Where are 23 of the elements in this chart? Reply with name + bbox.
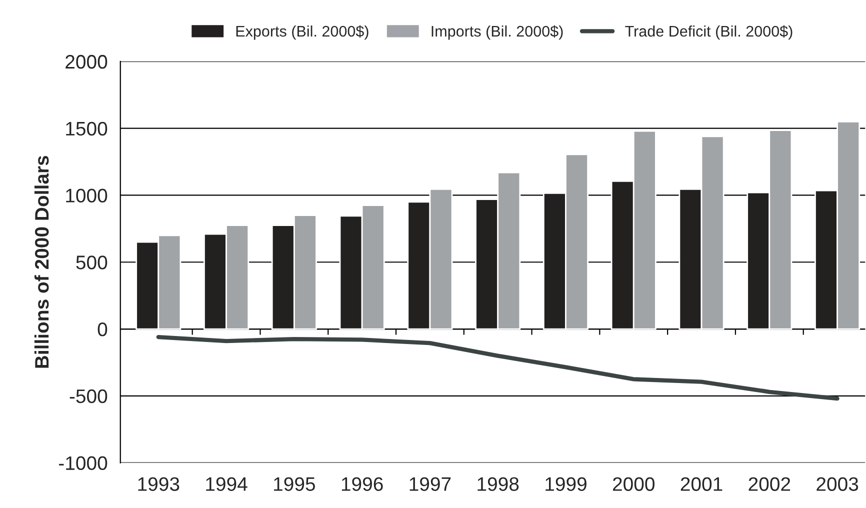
x-tick-label: 2000 [612, 477, 654, 491]
y-axis-title: Billions of 2000 Dollars [34, 156, 49, 368]
x-tick-label: 2003 [816, 477, 858, 491]
line-series [156, 334, 840, 401]
y-tick-label: 2000 [66, 54, 108, 69]
x-tick-label: 2002 [748, 477, 790, 491]
y-tick-label: 1000 [66, 188, 108, 202]
y-tick-label: -1000 [59, 456, 108, 470]
x-tick-label: 1993 [138, 477, 180, 491]
y-tick-label: -500 [70, 389, 108, 404]
legend-label: Exports (Bil. 2000$) [236, 25, 368, 40]
x-tick-label: 1994 [206, 477, 248, 491]
legend-label: Trade Deficit (Bil. 2000$) [625, 25, 792, 40]
x-tick-label: 1999 [546, 477, 586, 491]
x-tick-label: 1995 [274, 477, 315, 491]
x-tick-label: 2001 [680, 477, 722, 491]
y-tick-label: 500 [76, 256, 108, 270]
y-tick-label: 0 [98, 322, 108, 336]
x-tick-label: 1998 [478, 477, 519, 491]
legend-label: Imports (Bil. 2000$) [432, 25, 563, 40]
y-tick-label: 1500 [66, 122, 108, 136]
x-tick-label: 1996 [342, 477, 383, 491]
x-tick-label: 1997 [410, 477, 451, 491]
